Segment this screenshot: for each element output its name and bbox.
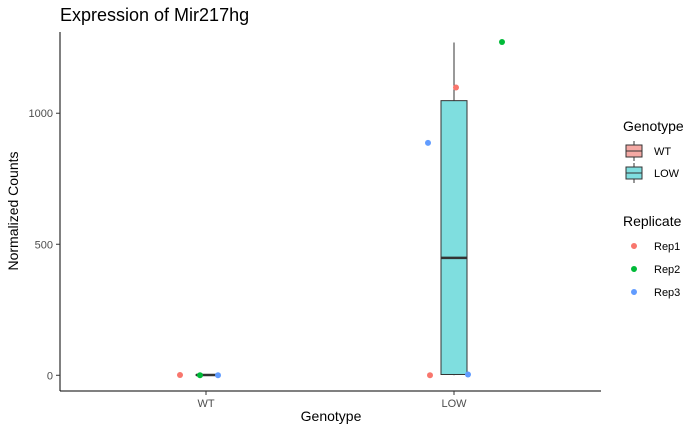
legend-key-point — [631, 289, 637, 295]
data-point-rep3 — [215, 372, 221, 379]
data-point-rep2 — [499, 38, 505, 45]
y-tick-label: 500 — [35, 239, 53, 251]
x-tick-label: LOW — [441, 398, 467, 410]
legend-key-point — [631, 243, 637, 249]
data-point-rep2 — [197, 372, 203, 379]
x-axis-title: Genotype — [301, 408, 362, 424]
legend-label-rep3: Rep3 — [654, 287, 680, 299]
data-point-rep1 — [177, 372, 183, 379]
legend-key-point — [631, 266, 637, 272]
data-point-rep3 — [425, 139, 431, 146]
legend-title-replicate: Replicate — [623, 213, 682, 229]
x-axis-ticks: WT LOW — [197, 391, 467, 410]
chart-title: Expression of Mir217hg — [60, 5, 249, 25]
data-point-rep1 — [427, 372, 433, 379]
legend-label-rep1: Rep1 — [654, 241, 680, 253]
legend-label-low: LOW — [654, 168, 680, 180]
data-point-rep3 — [465, 371, 471, 378]
data-point-rep1 — [453, 84, 459, 91]
legend-label-wt: WT — [654, 146, 671, 158]
x-tick-label: WT — [197, 398, 214, 410]
y-axis-ticks: 0 500 1000 — [29, 108, 60, 382]
y-tick-label: 0 — [47, 370, 53, 382]
y-axis-title: Normalized Counts — [5, 151, 21, 270]
legend-title-genotype: Genotype — [623, 118, 684, 134]
legend-label-rep2: Rep2 — [654, 264, 680, 276]
y-tick-label: 1000 — [29, 108, 53, 120]
plot-area — [177, 38, 505, 379]
legend: Genotype WT LOW Replicate Rep1 Rep2 Rep3 — [623, 118, 684, 299]
box-low — [440, 100, 468, 375]
